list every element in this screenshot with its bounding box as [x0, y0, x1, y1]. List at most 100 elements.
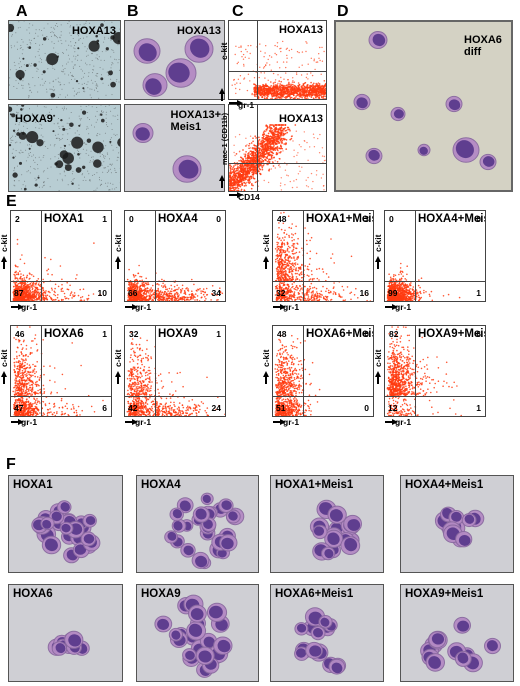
cell-micrograph	[47, 630, 90, 656]
cell-micrograph	[434, 506, 485, 548]
quadrant-ll-value: 66	[128, 288, 138, 298]
panel-d-label: HOXA6 diff	[464, 34, 502, 58]
y-axis-arrowhead	[375, 371, 381, 377]
panel-b-bottom-image: HOXA13+ Meis1	[124, 104, 225, 192]
x-axis-label: gr-1	[21, 417, 38, 427]
cytospin-hoxa9: HOXA9	[136, 584, 259, 682]
flow-plot-title: HOXA6+Meis	[306, 328, 374, 340]
colony-micrograph	[9, 21, 120, 99]
flow-plot-hoxa9: HOXA9 32 1 42 24	[124, 325, 226, 417]
cytospin-label: HOXA1+Meis1	[275, 479, 354, 491]
quadrant-lr-value: 16	[359, 288, 369, 298]
quadrant-ur-value: 1	[102, 329, 107, 339]
scatter-dots	[12, 326, 104, 416]
y-axis-arrowhead	[263, 371, 269, 377]
quadrant-lr-value: 10	[97, 288, 107, 298]
cell-micrograph	[420, 616, 501, 673]
y-axis-arrowhead	[219, 175, 225, 181]
x-axis-label: gr-1	[395, 417, 412, 427]
panel-a-bottom-label: HOXA9	[15, 113, 53, 125]
quadrant-ul-value: 32	[129, 329, 139, 339]
scatter-dots	[229, 124, 326, 191]
quadrant-ll-value: 12	[388, 403, 398, 413]
cytospin-hoxa4: HOXA4	[136, 475, 259, 573]
y-axis-arrow	[117, 262, 119, 269]
cytospin-label: HOXA6+Meis1	[275, 588, 354, 600]
flow-plot-title: HOXA1+Meis	[306, 213, 374, 225]
panel-b-top-image: HOXA13	[124, 20, 225, 100]
flow-plot-hoxa6: HOXA6 46 1 47 6	[10, 325, 112, 417]
quadrant-ul-value: 0	[389, 214, 394, 224]
y-axis-arrowhead	[375, 256, 381, 262]
y-axis-label: c-kit	[373, 349, 383, 367]
cell-micrograph	[132, 123, 202, 183]
cytospin-hoxa6-meis1: HOXA6+Meis1	[270, 584, 384, 682]
quadrant-ur-value: 0	[216, 214, 221, 224]
x-axis-arrowhead	[392, 419, 398, 425]
flow-plot-title: HOXA4+Meis	[418, 213, 486, 225]
cytospin-hoxa1-meis1: HOXA1+Meis1	[270, 475, 384, 573]
panel-letter-f: F	[6, 456, 16, 473]
quadrant-lr-value: 24	[211, 403, 221, 413]
cell-micrograph	[164, 492, 245, 570]
x-axis-arrowhead	[280, 419, 286, 425]
panel-d-image: HOXA6 diff	[334, 20, 513, 192]
y-axis-arrow	[221, 94, 223, 101]
y-axis-label: c-kit	[261, 349, 271, 367]
scatter-dots	[274, 211, 372, 301]
panel-letter-c: C	[232, 3, 244, 20]
flow-plot-title: HOXA9+Meis	[418, 328, 486, 340]
y-axis-label: c-kit	[373, 234, 383, 252]
quadrant-lr-value: 6	[102, 403, 107, 413]
quadrant-ll-value: 87	[14, 288, 24, 298]
quadrant-ul-value: 2	[15, 214, 20, 224]
flow-plot-hoxa4-meis: HOXA4+Meis 0 0 99 1	[384, 210, 486, 302]
x-axis-arrow	[125, 306, 132, 308]
panel-c-bottom-y-label: mac-1 (CD11b)	[220, 112, 229, 165]
quadrant-ur-value: 6	[476, 329, 481, 339]
panel-c-top-plot: HOXA13	[228, 20, 327, 100]
x-axis-arrow	[229, 102, 237, 104]
quadrant-ul-value: 0	[129, 214, 134, 224]
scatter-dots	[386, 262, 461, 301]
x-axis-arrow	[11, 306, 18, 308]
x-axis-arrowhead	[237, 100, 243, 106]
flow-plot-hoxa1: HOXA1 2 1 87 10	[10, 210, 112, 302]
colony-micrograph	[9, 105, 120, 191]
panel-letter-e: E	[6, 193, 17, 210]
x-axis-arrowhead	[18, 419, 24, 425]
panel-c-bottom-plot: HOXA13	[228, 104, 327, 192]
x-axis-arrowhead	[237, 192, 243, 198]
x-axis-arrowhead	[280, 304, 286, 310]
y-axis-label: c-kit	[0, 349, 9, 367]
x-axis-label: gr-1	[135, 417, 152, 427]
cell-micrograph	[353, 31, 497, 171]
panel-c-top-y-label: c-kit	[219, 42, 229, 60]
quadrant-lr-value: 1	[476, 288, 481, 298]
cytospin-hoxa1: HOXA1	[8, 475, 123, 573]
flow-plot-hoxa9-meis: HOXA9+Meis 82 6 12 1	[384, 325, 486, 417]
scatter-dots	[126, 331, 225, 416]
quadrant-ll-value: 32	[276, 288, 286, 298]
panel-a-top-image: HOXA13	[8, 20, 121, 100]
cytospin-hoxa9-meis1: HOXA9+Meis1	[400, 584, 514, 682]
quadrant-ul-value: 46	[15, 329, 25, 339]
panel-letter-a: A	[16, 3, 28, 20]
x-axis-arrow	[385, 306, 392, 308]
scatter-dots	[274, 334, 321, 416]
panel-c-bottom-x-label: CD14	[238, 192, 260, 202]
x-axis-label: gr-1	[135, 302, 152, 312]
quadrant-ul-value: 48	[277, 214, 287, 224]
panel-c-bottom-label: HOXA13	[278, 113, 323, 125]
y-axis-label: c-kit	[113, 349, 123, 367]
x-axis-label: gr-1	[283, 302, 300, 312]
flow-plot-hoxa4: HOXA4 0 0 66 34	[124, 210, 226, 302]
x-axis-arrow	[125, 421, 132, 423]
y-axis-arrow	[265, 377, 267, 384]
cytospin-hoxa4-meis1: HOXA4+Meis1	[400, 475, 514, 573]
y-axis-arrowhead	[115, 371, 121, 377]
x-axis-arrow	[273, 306, 280, 308]
y-axis-arrow	[117, 377, 119, 384]
y-axis-arrowhead	[1, 256, 7, 262]
x-axis-arrowhead	[18, 304, 24, 310]
